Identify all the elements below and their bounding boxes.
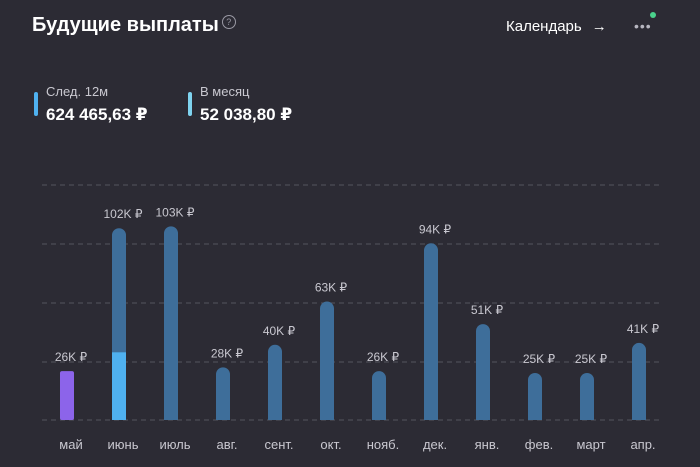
data-label-1: 102K ₽: [104, 207, 143, 221]
stat-monthly-marker: [188, 92, 192, 116]
bar-4: [268, 344, 282, 420]
bar-0: [60, 371, 74, 420]
bar-6: [372, 371, 386, 420]
data-label-4: 40K ₽: [263, 324, 296, 338]
stat-monthly-label: В месяц: [200, 84, 250, 99]
data-label-6: 26K ₽: [367, 350, 400, 364]
data-label-3: 28K ₽: [211, 346, 244, 360]
x-tick-8: янв.: [475, 437, 500, 452]
stat-next-12-months-label: След. 12м: [46, 84, 109, 99]
data-label-5: 63K ₽: [315, 281, 348, 295]
bar-9: [528, 373, 542, 420]
stat-next-12-months-value: 624 465,63 ₽: [46, 105, 148, 124]
bar-11: [632, 342, 646, 420]
bar-7: [424, 243, 438, 420]
data-label-7: 94K ₽: [419, 222, 452, 236]
more-icon: •••: [634, 18, 652, 34]
page-title-text: Будущие выплаты: [32, 14, 219, 36]
x-tick-11: апр.: [630, 437, 655, 452]
x-tick-5: окт.: [320, 437, 341, 452]
x-tick-1: июнь: [108, 437, 139, 452]
help-icon[interactable]: ?: [221, 14, 236, 29]
bar-8: [476, 324, 490, 420]
x-tick-2: июль: [159, 437, 190, 452]
calendar-link[interactable]: Календарь →: [506, 18, 607, 35]
stat-next-12-months-marker: [34, 92, 38, 116]
bar-highlight-1: [112, 352, 126, 420]
bar-5: [320, 301, 334, 420]
x-tick-10: март: [576, 437, 605, 452]
data-label-8: 51K ₽: [471, 303, 504, 317]
x-tick-3: авг.: [217, 437, 238, 452]
data-label-10: 25K ₽: [575, 352, 608, 366]
data-label-9: 25K ₽: [523, 352, 556, 366]
more-options-button[interactable]: •••: [628, 12, 658, 40]
stat-monthly-value: 52 038,80 ₽: [200, 105, 293, 124]
arrow-right-icon: →: [591, 18, 607, 35]
page-title: Будущие выплаты ?: [32, 14, 236, 37]
data-label-0: 26K ₽: [55, 350, 88, 364]
x-tick-0: май: [59, 437, 82, 452]
calendar-label: Календарь: [506, 18, 582, 35]
x-tick-4: сент.: [264, 437, 293, 452]
bar-3: [216, 367, 230, 420]
bar-10: [580, 373, 594, 420]
x-tick-6: нояб.: [367, 437, 400, 452]
x-tick-9: фев.: [525, 437, 553, 452]
x-tick-7: дек.: [423, 437, 447, 452]
data-label-2: 103K ₽: [156, 205, 195, 219]
data-label-11: 41K ₽: [627, 322, 660, 336]
bar-2: [164, 226, 178, 420]
notification-dot: [650, 12, 656, 18]
